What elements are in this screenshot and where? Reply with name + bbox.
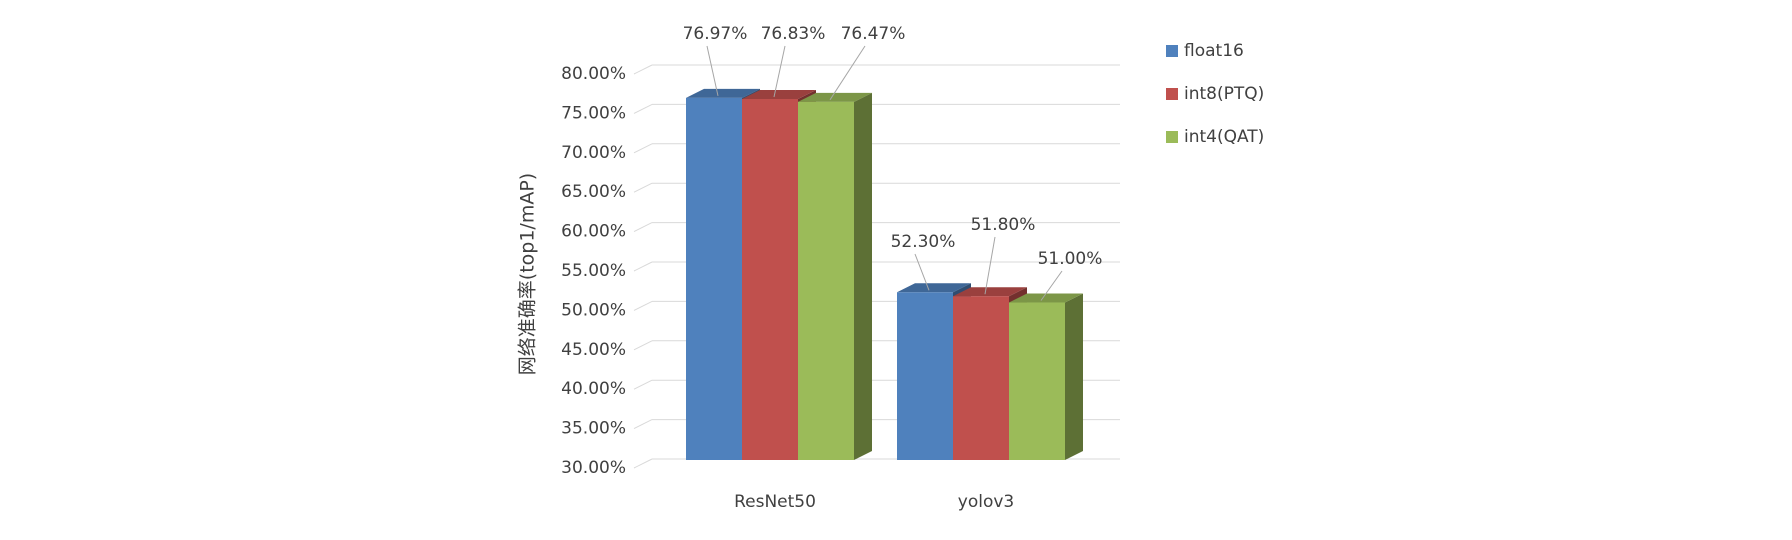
data-label: 51.00%: [1038, 249, 1103, 269]
grid-line-side: [633, 419, 653, 430]
grid-line-side: [633, 300, 653, 311]
y-tick-label: 40.00%: [561, 379, 626, 399]
bar: [897, 292, 953, 460]
bar-side: [854, 92, 872, 460]
legend-label: int4(QAT): [1184, 127, 1264, 147]
y-tick-label: 80.00%: [561, 64, 626, 84]
grid-line-side: [633, 143, 653, 154]
grid-line-side: [633, 261, 653, 272]
grid-line-side: [633, 182, 653, 193]
data-label: 76.97%: [683, 24, 748, 44]
x-tick-label: yolov3: [958, 492, 1014, 512]
legend-swatch: [1166, 131, 1178, 143]
bar: [686, 97, 742, 460]
bar: [1009, 302, 1065, 460]
data-label: 51.80%: [971, 215, 1036, 235]
leader-line: [706, 45, 719, 96]
grid-line-side: [633, 64, 653, 75]
bar-top: [686, 88, 760, 98]
bar-top: [798, 92, 872, 102]
bar: [798, 101, 854, 460]
data-label: 76.83%: [761, 24, 826, 44]
grid-line-side: [633, 222, 653, 233]
y-tick-label: 55.00%: [561, 261, 626, 281]
y-tick-label: 30.00%: [561, 458, 626, 478]
grid-line-side: [633, 340, 653, 351]
grid-line-side: [633, 103, 653, 114]
legend-label: float16: [1184, 41, 1244, 61]
bar-top: [1009, 293, 1083, 303]
y-tick-label: 60.00%: [561, 222, 626, 242]
y-tick-label: 70.00%: [561, 143, 626, 163]
x-tick-label: ResNet50: [734, 492, 816, 512]
y-tick-label: 45.00%: [561, 340, 626, 360]
leader-line: [914, 253, 930, 291]
leader-line: [773, 45, 786, 98]
y-axis-title: 网络准确率(top1/mAP): [517, 173, 539, 375]
bar: [953, 296, 1009, 460]
leader-line: [1040, 270, 1063, 301]
grid-line-side: [633, 379, 653, 390]
data-label: 52.30%: [891, 232, 956, 252]
grid-line-side: [633, 458, 653, 469]
leader-line: [984, 236, 996, 295]
leader-line: [829, 45, 866, 101]
y-tick-label: 35.00%: [561, 419, 626, 439]
bar: [742, 98, 798, 460]
legend-swatch: [1166, 45, 1178, 57]
legend-label: int8(PTQ): [1184, 84, 1264, 104]
bar-side: [1065, 293, 1083, 460]
y-tick-label: 50.00%: [561, 300, 626, 320]
bar-top: [742, 89, 816, 99]
bar-top: [897, 283, 971, 293]
legend-swatch: [1166, 88, 1178, 100]
y-tick-label: 75.00%: [561, 103, 626, 123]
bar-top: [953, 287, 1027, 297]
data-label: 76.47%: [841, 24, 906, 44]
y-tick-label: 65.00%: [561, 182, 626, 202]
